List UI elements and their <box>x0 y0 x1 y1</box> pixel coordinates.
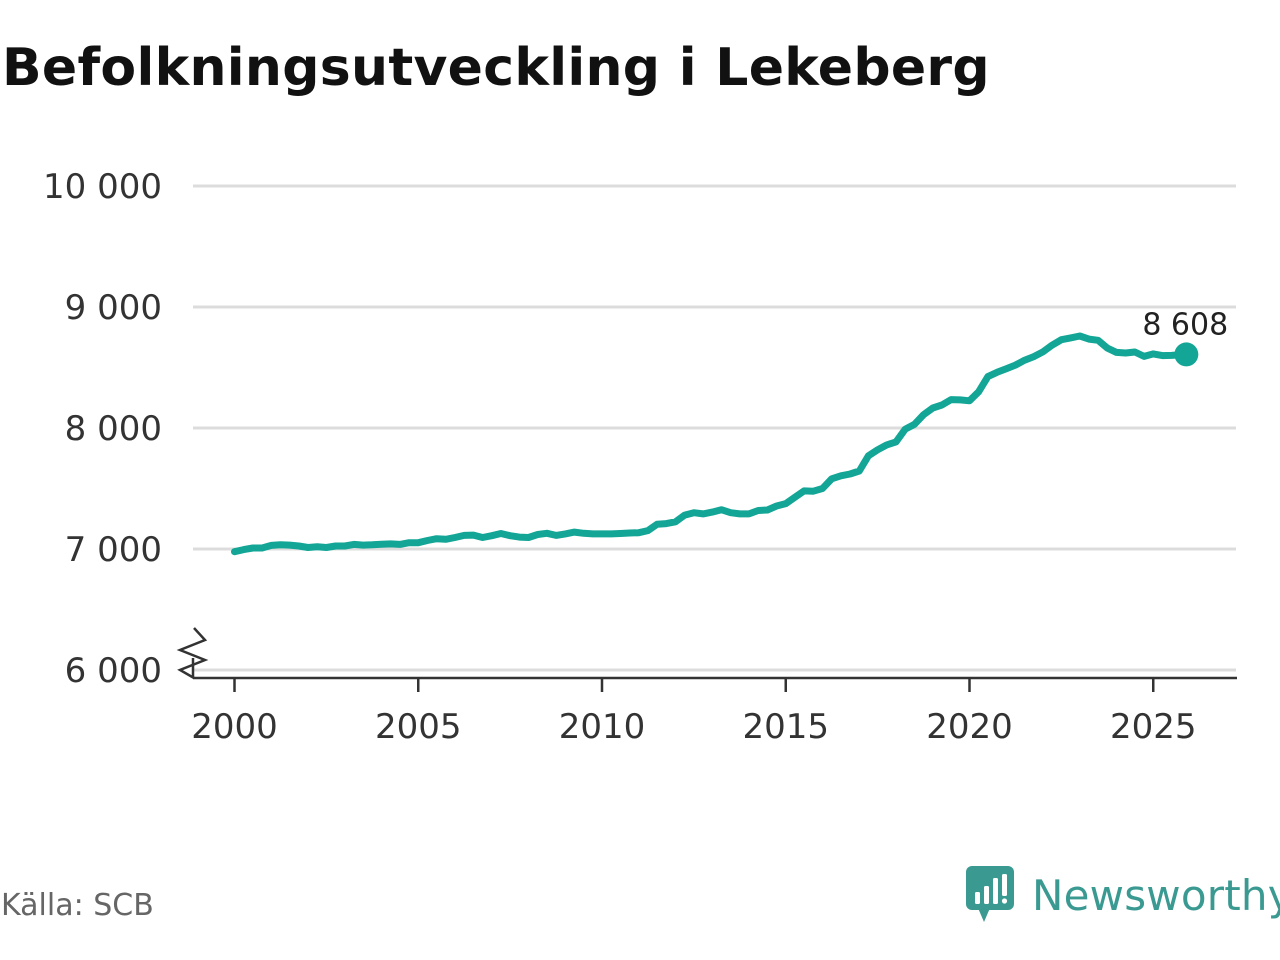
chart-title: Befolkningsutveckling i Lekeberg <box>2 38 990 98</box>
newsworthy-logo: Newsworthy <box>964 864 1280 926</box>
y-tick-label-7000: 7 000 <box>65 530 162 570</box>
x-tick-label-2005: 2005 <box>375 707 462 747</box>
y-tick-label-9000: 9 000 <box>65 288 162 328</box>
x-axis <box>176 627 1237 680</box>
y-tick-label-8000: 8 000 <box>65 409 162 449</box>
end-value-label: 8 608 <box>1142 307 1228 342</box>
brand-name: Newsworthy <box>1032 870 1280 920</box>
y-tick-label-6000: 6 000 <box>65 651 162 691</box>
x-tick-label-2015: 2015 <box>742 707 829 747</box>
end-point-marker <box>1174 342 1199 367</box>
x-tick-label-2010: 2010 <box>559 707 646 747</box>
series-group: 8 608 <box>231 307 1228 556</box>
gridlines <box>193 184 1236 672</box>
series-line-0 <box>231 332 1190 556</box>
source-label: Källa: SCB <box>1 888 154 923</box>
x-tick-label-2000: 2000 <box>191 707 278 747</box>
x-tick-label-2020: 2020 <box>926 707 1013 747</box>
x-tick-label-2025: 2025 <box>1110 707 1197 747</box>
bar-chart-icon <box>966 866 1014 922</box>
y-tick-label-10000: 10 000 <box>43 167 162 207</box>
y-axis-ticks: 6 000 7 000 8 000 9 000 10 000 <box>43 167 162 691</box>
x-axis-ticks: 2000 2005 2010 2015 2020 2025 <box>191 678 1197 747</box>
axis-break-icon <box>176 627 209 680</box>
